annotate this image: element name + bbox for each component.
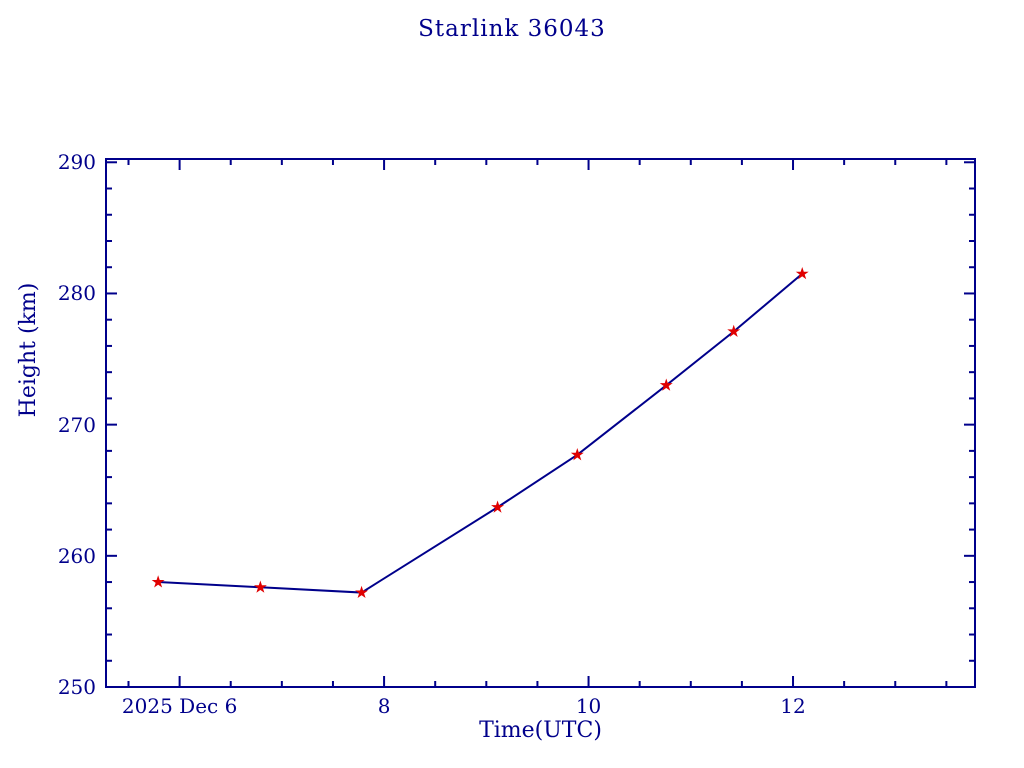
height-series-markers <box>151 266 809 599</box>
y-axis-title: Height (km) <box>16 282 41 418</box>
x-tick-label: 10 <box>575 694 602 718</box>
x-tick-label: 2025 Dec 6 <box>121 694 238 718</box>
y-tick-label: 270 <box>57 412 96 437</box>
chart-title: Starlink 36043 <box>418 16 606 42</box>
x-tick-label: 8 <box>377 694 391 718</box>
x-axis-title: Time(UTC) <box>479 718 602 743</box>
y-tick-label: 260 <box>57 543 96 568</box>
x-tick-label: 12 <box>780 694 806 718</box>
axis-frame <box>105 158 976 688</box>
y-tick-label: 280 <box>57 281 96 306</box>
y-tick-label: 290 <box>57 150 96 175</box>
height-series-line <box>158 273 803 594</box>
y-tick-label: 250 <box>57 675 96 699</box>
tick-marks <box>106 159 975 688</box>
